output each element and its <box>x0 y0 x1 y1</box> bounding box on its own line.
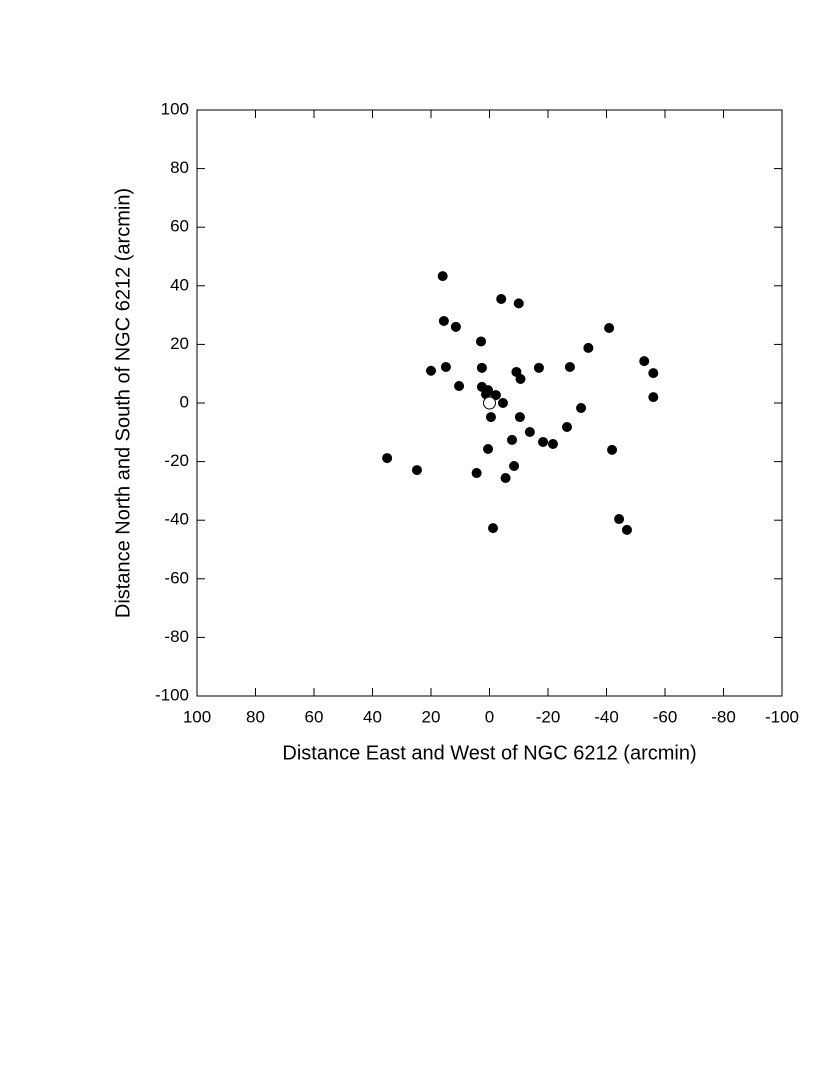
point <box>476 336 487 347</box>
point <box>454 381 465 392</box>
point <box>639 356 650 367</box>
point <box>507 434 518 445</box>
x-tick-label: 60 <box>305 707 324 726</box>
y-tick-label: 60 <box>170 217 189 236</box>
y-tick-label: 100 <box>161 99 189 118</box>
point <box>488 523 499 534</box>
point <box>497 398 508 408</box>
point <box>538 436 549 447</box>
point <box>450 321 461 332</box>
open-marker <box>483 396 496 410</box>
x-tick-label: 20 <box>422 707 441 726</box>
point <box>426 365 436 376</box>
point <box>547 439 558 450</box>
point <box>604 322 615 333</box>
y-tick-label: -40 <box>164 510 189 529</box>
point <box>621 524 632 535</box>
x-tick-label: -100 <box>765 707 799 726</box>
point <box>496 293 507 304</box>
y-tick-label: 80 <box>170 158 189 177</box>
y-axis-title: Distance North and South of NGC 6212 (ar… <box>112 188 134 618</box>
x-tick-label: -40 <box>594 707 619 726</box>
point <box>648 392 659 403</box>
point <box>564 361 575 372</box>
x-axis-title: Distance East and West of NGC 6212 (arcm… <box>282 742 696 764</box>
point <box>607 444 618 455</box>
point <box>576 402 587 413</box>
point <box>513 298 524 309</box>
point <box>437 271 448 282</box>
x-tick-label: 100 <box>183 707 211 726</box>
point <box>562 422 573 433</box>
y-tick-label: 0 <box>180 392 189 411</box>
point <box>440 361 451 372</box>
x-tick-label: -60 <box>653 707 678 726</box>
point <box>500 473 511 484</box>
x-tick-label: 80 <box>246 707 265 726</box>
y-tick-label: -100 <box>155 685 189 704</box>
x-tick-label: -20 <box>536 707 561 726</box>
point <box>509 460 520 471</box>
x-tick-label: 40 <box>363 707 382 726</box>
point <box>524 427 535 438</box>
point <box>476 362 487 373</box>
point <box>514 412 525 423</box>
y-tick-label: 20 <box>170 334 189 353</box>
point <box>583 342 594 353</box>
point <box>614 514 625 525</box>
point <box>483 444 494 455</box>
point <box>382 453 393 464</box>
y-tick-label: -60 <box>164 568 189 587</box>
x-tick-label: 0 <box>485 707 494 726</box>
point <box>648 368 659 379</box>
point <box>471 468 482 479</box>
x-tick-label: -80 <box>711 707 736 726</box>
point <box>533 362 544 373</box>
point <box>485 412 496 423</box>
point <box>490 390 501 401</box>
y-tick-label: -20 <box>164 451 189 470</box>
y-tick-label: -80 <box>164 627 189 646</box>
y-tick-label: 40 <box>170 275 189 294</box>
point <box>411 465 422 476</box>
point <box>438 315 449 326</box>
point <box>515 373 526 384</box>
